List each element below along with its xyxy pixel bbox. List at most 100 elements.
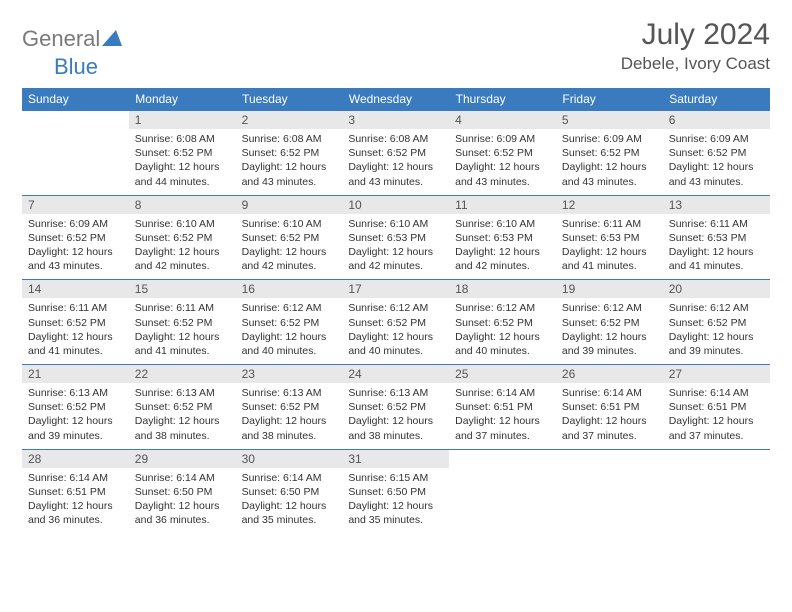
day-number-cell: 19: [556, 280, 663, 299]
daylight-line: Daylight: 12 hours and 35 minutes.: [348, 499, 443, 527]
daylight-line: Daylight: 12 hours and 42 minutes.: [242, 245, 337, 273]
day-number-cell: 21: [22, 365, 129, 384]
day-header: Tuesday: [236, 88, 343, 111]
day-number: 8: [135, 198, 142, 212]
day-number-cell: 5: [556, 111, 663, 130]
sunset-line: Sunset: 6:50 PM: [348, 485, 443, 499]
sunset-line: Sunset: 6:51 PM: [669, 400, 764, 414]
sunset-line: Sunset: 6:52 PM: [28, 400, 123, 414]
sunrise-line: Sunrise: 6:10 AM: [135, 217, 230, 231]
daylight-line: Daylight: 12 hours and 36 minutes.: [28, 499, 123, 527]
day-content-cell: Sunrise: 6:12 AMSunset: 6:52 PMDaylight:…: [663, 298, 770, 364]
daylight-line: Daylight: 12 hours and 44 minutes.: [135, 160, 230, 188]
sunrise-line: Sunrise: 6:14 AM: [669, 386, 764, 400]
week-number-row: 14151617181920: [22, 280, 770, 299]
sunset-line: Sunset: 6:53 PM: [562, 231, 657, 245]
daylight-line: Daylight: 12 hours and 40 minutes.: [242, 330, 337, 358]
day-content-cell: [449, 468, 556, 534]
day-number-cell: 23: [236, 365, 343, 384]
day-header-row: Sunday Monday Tuesday Wednesday Thursday…: [22, 88, 770, 111]
sunset-line: Sunset: 6:52 PM: [242, 400, 337, 414]
logo-triangle-icon: [102, 28, 122, 51]
day-number-cell: 6: [663, 111, 770, 130]
day-number-cell: 25: [449, 365, 556, 384]
sunset-line: Sunset: 6:52 PM: [28, 316, 123, 330]
sunset-line: Sunset: 6:53 PM: [669, 231, 764, 245]
day-number-cell: 20: [663, 280, 770, 299]
sunrise-line: Sunrise: 6:13 AM: [135, 386, 230, 400]
sunset-line: Sunset: 6:52 PM: [348, 316, 443, 330]
day-content-cell: Sunrise: 6:10 AMSunset: 6:53 PMDaylight:…: [449, 214, 556, 280]
day-number: 11: [455, 198, 467, 212]
week-number-row: 28293031: [22, 449, 770, 468]
day-number: 12: [562, 198, 575, 212]
day-content-cell: Sunrise: 6:11 AMSunset: 6:53 PMDaylight:…: [663, 214, 770, 280]
day-content-cell: Sunrise: 6:11 AMSunset: 6:53 PMDaylight:…: [556, 214, 663, 280]
day-content-cell: Sunrise: 6:10 AMSunset: 6:52 PMDaylight:…: [236, 214, 343, 280]
day-number-cell: [556, 449, 663, 468]
calendar-body: 123456Sunrise: 6:08 AMSunset: 6:52 PMDay…: [22, 111, 770, 534]
daylight-line: Daylight: 12 hours and 37 minutes.: [669, 414, 764, 442]
day-number: 9: [242, 198, 249, 212]
day-number: 22: [135, 367, 148, 381]
day-content-cell: Sunrise: 6:12 AMSunset: 6:52 PMDaylight:…: [449, 298, 556, 364]
daylight-line: Daylight: 12 hours and 43 minutes.: [455, 160, 550, 188]
daylight-line: Daylight: 12 hours and 39 minutes.: [562, 330, 657, 358]
sunrise-line: Sunrise: 6:13 AM: [242, 386, 337, 400]
day-number: 13: [669, 198, 682, 212]
sunrise-line: Sunrise: 6:09 AM: [455, 132, 550, 146]
sunrise-line: Sunrise: 6:09 AM: [28, 217, 123, 231]
day-number-cell: 1: [129, 111, 236, 130]
day-number-cell: 13: [663, 195, 770, 214]
day-number-cell: [22, 111, 129, 130]
day-content-cell: Sunrise: 6:14 AMSunset: 6:50 PMDaylight:…: [236, 468, 343, 534]
day-number-cell: 12: [556, 195, 663, 214]
day-number-cell: 14: [22, 280, 129, 299]
daylight-line: Daylight: 12 hours and 40 minutes.: [455, 330, 550, 358]
sunrise-line: Sunrise: 6:08 AM: [135, 132, 230, 146]
sunset-line: Sunset: 6:51 PM: [455, 400, 550, 414]
sunset-line: Sunset: 6:52 PM: [669, 146, 764, 160]
daylight-line: Daylight: 12 hours and 36 minutes.: [135, 499, 230, 527]
sunrise-line: Sunrise: 6:10 AM: [348, 217, 443, 231]
daylight-line: Daylight: 12 hours and 43 minutes.: [669, 160, 764, 188]
sunset-line: Sunset: 6:52 PM: [242, 316, 337, 330]
day-number-cell: [449, 449, 556, 468]
day-number: 18: [455, 282, 468, 296]
sunset-line: Sunset: 6:52 PM: [135, 400, 230, 414]
day-number: 23: [242, 367, 255, 381]
day-content-cell: Sunrise: 6:14 AMSunset: 6:51 PMDaylight:…: [556, 383, 663, 449]
sunrise-line: Sunrise: 6:09 AM: [669, 132, 764, 146]
daylight-line: Daylight: 12 hours and 39 minutes.: [28, 414, 123, 442]
week-number-row: 7 8 9 10 11 12 13: [22, 195, 770, 214]
location-label: Debele, Ivory Coast: [621, 54, 770, 74]
day-number-cell: [663, 449, 770, 468]
day-number: 10: [348, 198, 361, 212]
daylight-line: Daylight: 12 hours and 43 minutes.: [242, 160, 337, 188]
day-number-cell: 15: [129, 280, 236, 299]
sunrise-line: Sunrise: 6:13 AM: [348, 386, 443, 400]
day-number: 29: [135, 452, 148, 466]
sunrise-line: Sunrise: 6:14 AM: [135, 471, 230, 485]
sunset-line: Sunset: 6:52 PM: [562, 316, 657, 330]
daylight-line: Daylight: 12 hours and 43 minutes.: [348, 160, 443, 188]
day-content-cell: Sunrise: 6:10 AMSunset: 6:52 PMDaylight:…: [129, 214, 236, 280]
day-content-cell: Sunrise: 6:13 AMSunset: 6:52 PMDaylight:…: [129, 383, 236, 449]
day-number: 1: [135, 113, 142, 127]
daylight-line: Daylight: 12 hours and 42 minutes.: [348, 245, 443, 273]
day-content-cell: Sunrise: 6:09 AMSunset: 6:52 PMDaylight:…: [449, 129, 556, 195]
daylight-line: Daylight: 12 hours and 38 minutes.: [242, 414, 337, 442]
day-number-cell: 16: [236, 280, 343, 299]
day-content-cell: Sunrise: 6:09 AMSunset: 6:52 PMDaylight:…: [556, 129, 663, 195]
daylight-line: Daylight: 12 hours and 39 minutes.: [669, 330, 764, 358]
day-number: 7: [28, 198, 35, 212]
day-number-cell: 3: [342, 111, 449, 130]
day-content-cell: Sunrise: 6:08 AMSunset: 6:52 PMDaylight:…: [342, 129, 449, 195]
day-content-cell: [22, 129, 129, 195]
week-content-row: Sunrise: 6:09 AMSunset: 6:52 PMDaylight:…: [22, 214, 770, 280]
day-number: 6: [669, 113, 676, 127]
sunset-line: Sunset: 6:52 PM: [348, 400, 443, 414]
sunset-line: Sunset: 6:50 PM: [135, 485, 230, 499]
day-content-cell: Sunrise: 6:12 AMSunset: 6:52 PMDaylight:…: [342, 298, 449, 364]
sunrise-line: Sunrise: 6:12 AM: [669, 301, 764, 315]
